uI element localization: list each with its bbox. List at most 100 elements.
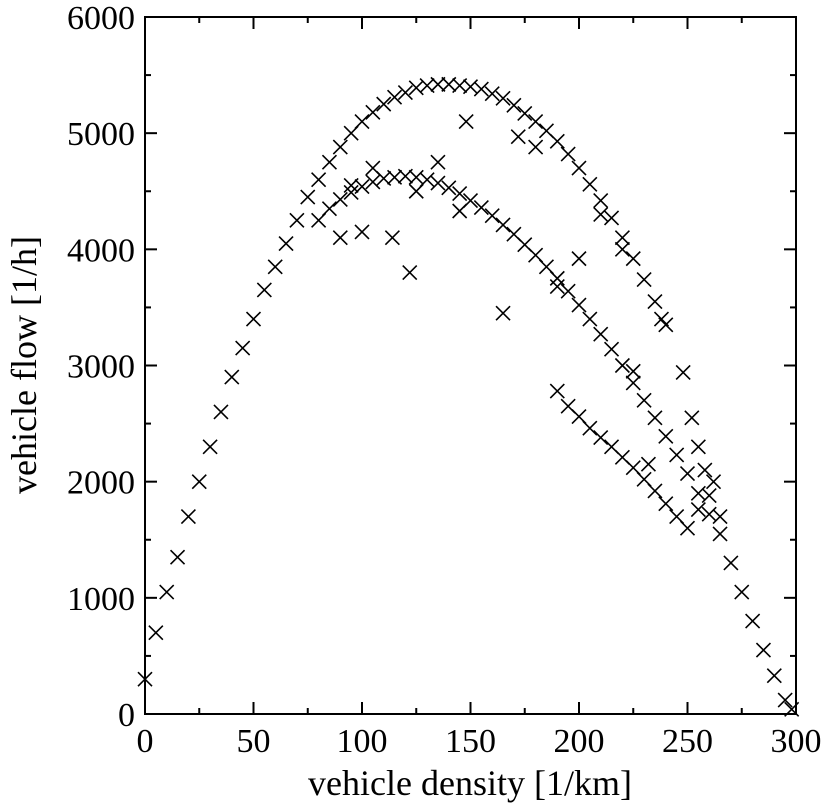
y-tick-label: 6000: [67, 0, 135, 37]
data-point: [697, 462, 713, 478]
data-point: [365, 174, 381, 190]
data-point: [690, 501, 706, 518]
data-point: [484, 208, 500, 224]
data-point: [148, 625, 164, 641]
data-point: [636, 271, 652, 288]
data-point: [614, 230, 630, 246]
data-point: [256, 282, 272, 298]
x-tick-label: 250: [662, 723, 713, 760]
data-point: [365, 104, 381, 120]
data-point: [386, 89, 403, 105]
data-point: [354, 224, 370, 240]
data-point: [593, 192, 609, 209]
data-point: [684, 410, 700, 426]
data-point: [245, 311, 262, 327]
x-tick-label: 0: [137, 723, 154, 760]
data-point: [582, 311, 598, 327]
data-point: [784, 701, 800, 717]
data-point: [397, 84, 413, 101]
data-point: [441, 180, 457, 196]
data-point: [723, 555, 739, 571]
data-point: [647, 294, 663, 310]
data-point: [625, 375, 641, 391]
data-point: [202, 439, 218, 455]
data-point: [766, 668, 782, 684]
data-point: [462, 79, 479, 95]
data-point: [745, 613, 761, 629]
data-point: [669, 447, 685, 463]
data-point: [180, 508, 196, 525]
data-point: [452, 203, 468, 219]
data-point: [640, 456, 657, 472]
axis-ticks: [144, 16, 797, 715]
data-point: [614, 241, 630, 257]
data-point: [278, 235, 294, 252]
data-point: [321, 201, 338, 217]
data-point: [408, 169, 424, 185]
data-point: [614, 357, 630, 374]
data-point: [636, 392, 652, 408]
data-point: [473, 81, 489, 97]
data-point: [169, 549, 186, 565]
data-point: [712, 508, 728, 525]
data-point: [213, 404, 229, 420]
data-point: [343, 184, 359, 200]
data-points: [137, 76, 800, 717]
x-tick-label: 200: [554, 723, 605, 760]
data-point: [473, 199, 489, 216]
data-point: [510, 129, 526, 145]
data-point: [582, 420, 598, 436]
data-point: [191, 474, 207, 490]
data-point: [679, 465, 696, 482]
data-point: [137, 671, 153, 687]
data-point: [712, 526, 728, 542]
data-point: [159, 584, 175, 600]
data-point: [658, 496, 674, 512]
data-point: [528, 113, 544, 130]
data-point: [582, 176, 598, 192]
data-point: [625, 251, 641, 267]
data-point: [653, 311, 670, 327]
data-point: [571, 251, 587, 267]
data-point: [549, 383, 565, 399]
data-point: [484, 86, 500, 102]
y-tick-label: 0: [118, 697, 135, 734]
data-point: [506, 97, 522, 113]
data-point: [571, 160, 587, 176]
data-point: [430, 175, 446, 191]
data-point: [452, 186, 468, 202]
y-axis-label: vehicle flow [1/h]: [4, 236, 44, 494]
data-point: [603, 210, 620, 226]
data-point: [332, 191, 348, 207]
data-point: [365, 160, 381, 176]
data-point: [517, 105, 533, 121]
data-point: [495, 90, 511, 106]
data-point: [408, 183, 424, 199]
data-point: [777, 692, 793, 708]
data-point: [560, 146, 576, 162]
data-point: [658, 428, 674, 444]
data-point: [343, 177, 359, 194]
data-point: [402, 265, 418, 281]
data-point: [332, 230, 348, 246]
data-point: [701, 506, 717, 522]
data-point: [384, 230, 400, 246]
data-point: [430, 76, 446, 92]
y-tick-label: 5000: [67, 116, 135, 153]
x-tick-label: 100: [337, 723, 388, 760]
data-point: [593, 326, 609, 342]
data-point: [675, 364, 691, 381]
plot-frame: [144, 16, 797, 715]
data-point: [690, 485, 706, 501]
data-point: [625, 363, 641, 379]
x-tick-label: 50: [237, 723, 271, 760]
data-point: [458, 113, 474, 130]
data-point: [603, 341, 620, 357]
data-point: [495, 217, 511, 233]
data-point: [311, 172, 327, 188]
data-point: [321, 154, 338, 170]
y-tick-label: 4000: [67, 232, 135, 269]
y-tick-label: 2000: [67, 465, 135, 502]
data-point: [593, 429, 609, 446]
x-tick-label: 150: [445, 723, 496, 760]
